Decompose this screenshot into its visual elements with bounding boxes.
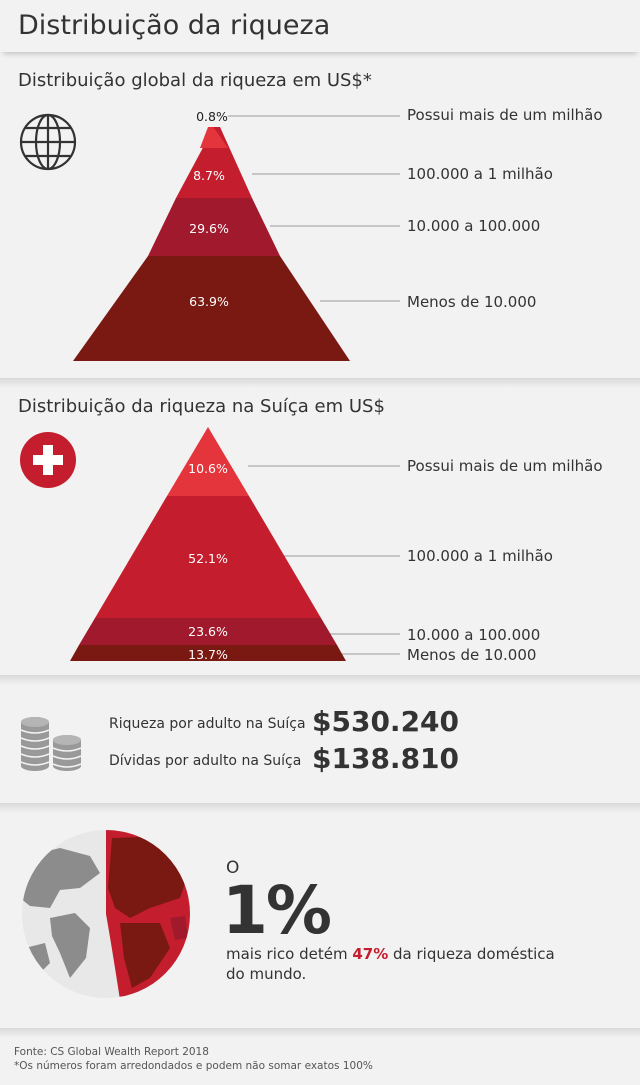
swiss-label-2: 100.000 a 1 milhão [407, 547, 553, 565]
coins-icon [20, 717, 82, 771]
global-label-4: Menos de 10.000 [407, 293, 537, 311]
swiss-label-3: 10.000 a 100.000 [407, 626, 541, 644]
page-title: Distribuição da riqueza [18, 10, 331, 41]
swiss-label-1: Possui mais de um milhão [407, 457, 603, 475]
swiss-pyramid: 10.6% 52.1% 23.6% 13.7% [70, 427, 400, 662]
debt-label: Dívidas por adulto na Suíça [109, 753, 302, 769]
global-label-3: 10.000 a 100.000 [407, 217, 541, 235]
global-tier-2 [176, 127, 252, 198]
swiss-tier-2 [95, 496, 321, 618]
top1-big: 1% [222, 872, 332, 949]
wealth-value: $530.240 [312, 705, 460, 738]
global-pct-2: 8.7% [193, 168, 225, 183]
globe-icon [19, 113, 77, 171]
page-header: Distribuição da riqueza [0, 0, 640, 52]
swiss-pct-3: 23.6% [188, 624, 228, 639]
swiss-section-title: Distribuição da riqueza na Suíça em US$ [18, 396, 385, 417]
section-divider [0, 675, 640, 685]
swiss-label-4: Menos de 10.000 [407, 646, 537, 664]
swiss-pct-4: 13.7% [188, 647, 228, 662]
global-pyramid: 0.8% 8.7% 29.6% 63.9% [73, 109, 400, 361]
global-section-title: Distribuição global da riqueza em US$* [18, 70, 372, 91]
swiss-tier-4 [70, 645, 346, 661]
section-divider [0, 1028, 640, 1038]
footer-note: *Os números foram arredondados e podem n… [14, 1060, 373, 1072]
swiss-tier-1 [167, 427, 249, 496]
section-divider [0, 803, 640, 813]
global-pct-4: 63.9% [189, 294, 229, 309]
global-tier-3 [148, 198, 280, 256]
swiss-tier-3 [79, 618, 337, 645]
global-label-2: 100.000 a 1 milhão [407, 165, 553, 183]
section-divider [0, 378, 640, 388]
global-tier-4 [73, 256, 350, 361]
top1-prefix: O [226, 858, 240, 878]
footer-source: Fonte: CS Global Wealth Report 2018 [14, 1046, 209, 1058]
global-pct-3: 29.6% [189, 221, 229, 236]
swiss-flag-icon [20, 432, 76, 488]
swiss-pct-2: 52.1% [188, 551, 228, 566]
top1-desc-before: mais rico detém [226, 945, 353, 963]
top1-desc: mais rico detém 47% da riqueza doméstica… [226, 944, 566, 984]
earth-icon [22, 830, 190, 998]
swiss-pct-1: 10.6% [188, 461, 228, 476]
top1-highlight: 47% [352, 945, 389, 963]
wealth-label: Riqueza por adulto na Suíça [109, 716, 306, 732]
global-label-1: Possui mais de um milhão [407, 106, 603, 124]
top1-desc-after: da riqueza doméstica do mundo. [226, 945, 555, 983]
global-tier-2-top [200, 128, 228, 148]
debt-value: $138.810 [312, 742, 460, 775]
global-pct-1: 0.8% [196, 109, 228, 124]
